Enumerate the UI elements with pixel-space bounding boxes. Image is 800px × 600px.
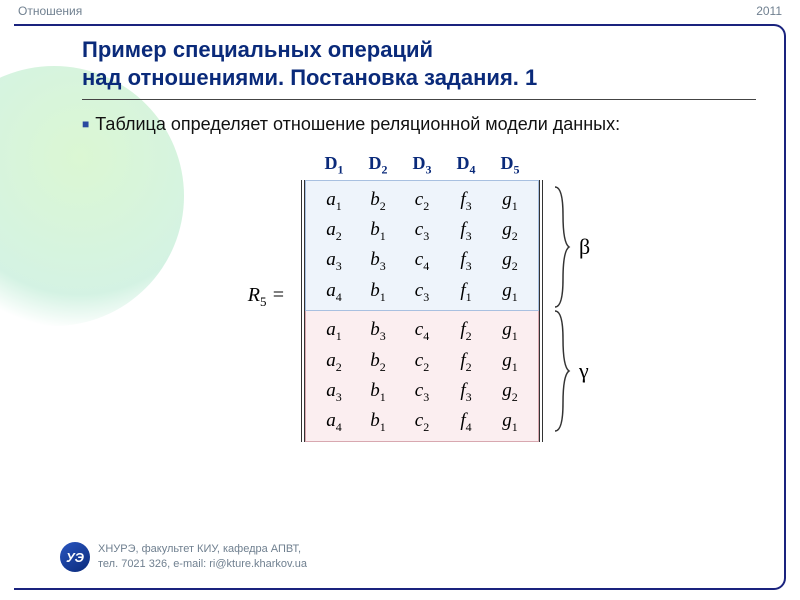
domain-header: D4 — [444, 153, 488, 178]
matrix-cell: g1 — [488, 346, 532, 376]
matrix-cell: f4 — [444, 406, 488, 436]
relation-matrix: R5 = D1D2D3D4D5 a1b2c2f3g1a2b1c3f3g2a3b3… — [82, 153, 756, 442]
footer-line-2: тел. 7021 326, e-mail: ri@kture.kharkov.… — [98, 558, 307, 570]
matrix-row: a1b3c4f2g1 — [312, 315, 532, 345]
matrix-cell: a1 — [312, 315, 356, 345]
matrix-cell: a4 — [312, 276, 356, 306]
beta-section: a1b2c2f3g1a2b1c3f3g2a3b3c4f3g2a4b1c3f1g1 — [305, 180, 539, 312]
matrix-cell: f2 — [444, 346, 488, 376]
matrix-cell: g1 — [488, 276, 532, 306]
matrix-row: a2b2c2f2g1 — [312, 346, 532, 376]
matrix-cell: g2 — [488, 215, 532, 245]
matrix-cell: b3 — [356, 315, 400, 345]
gamma-brace: γ — [553, 309, 590, 433]
bullet-text: ■ Таблица определяет отношение реляционно… — [82, 114, 756, 135]
gamma-section: a1b3c4f2g1a2b2c2f2g1a3b1c3f3g2a4b1c2f4g1 — [305, 311, 539, 442]
matrix-row: a2b1c3f3g2 — [312, 215, 532, 245]
org-logo: УЭ — [60, 542, 90, 572]
title-divider — [82, 99, 756, 100]
relation-label-base: R — [248, 284, 260, 306]
matrix-cell: a1 — [312, 185, 356, 215]
header-left: Отношения — [18, 4, 82, 18]
brace-icon — [553, 185, 571, 309]
gamma-label: γ — [579, 358, 589, 384]
bullet-icon: ■ — [82, 117, 89, 131]
matrix-cell: c3 — [400, 376, 444, 406]
matrix-cell: g1 — [488, 315, 532, 345]
bullet-content: Таблица определяет отношение реляционной… — [95, 114, 620, 134]
title-line-1: Пример специальных операций — [82, 37, 433, 62]
matrix-cell: c2 — [400, 346, 444, 376]
relation-label: R5 = — [248, 284, 285, 310]
matrix-cell: a2 — [312, 215, 356, 245]
matrix-cell: f2 — [444, 315, 488, 345]
matrix-cell: b1 — [356, 215, 400, 245]
matrix-cell: c2 — [400, 185, 444, 215]
slide-title: Пример специальных операций над отношени… — [82, 36, 756, 91]
matrix-cell: g1 — [488, 185, 532, 215]
matrix-row: a4b1c2f4g1 — [312, 406, 532, 436]
domain-header: D2 — [356, 153, 400, 178]
matrix-cell: g2 — [488, 245, 532, 275]
domain-headers: D1D2D3D4D5 — [312, 153, 532, 178]
matrix-cell: f3 — [444, 185, 488, 215]
matrix-cell: a3 — [312, 245, 356, 275]
header-right: 2011 — [756, 4, 782, 18]
matrix-cell: b1 — [356, 276, 400, 306]
matrix-cell: f1 — [444, 276, 488, 306]
matrix-cell: b1 — [356, 376, 400, 406]
slide-frame: Пример специальных операций над отношени… — [14, 24, 786, 590]
matrix-cell: a2 — [312, 346, 356, 376]
matrix-cell: b2 — [356, 185, 400, 215]
matrix-cell: c3 — [400, 276, 444, 306]
footer-line-1: ХНУРЭ, факультет КИУ, кафедра АПВТ, — [98, 543, 301, 555]
matrix-cell: g1 — [488, 406, 532, 436]
section-braces: β γ — [553, 185, 590, 433]
matrix-row: a4b1c3f1g1 — [312, 276, 532, 306]
matrix-row: a1b2c2f3g1 — [312, 185, 532, 215]
relation-equals: = — [267, 284, 286, 306]
matrix-cell: c4 — [400, 315, 444, 345]
matrix-cell: a3 — [312, 376, 356, 406]
matrix-cell: c2 — [400, 406, 444, 436]
matrix-cell: g2 — [488, 376, 532, 406]
domain-header: D3 — [400, 153, 444, 178]
slide-footer: УЭ ХНУРЭ, факультет КИУ, кафедра АПВТ, т… — [60, 542, 307, 572]
beta-brace: β — [553, 185, 590, 309]
domain-header: D5 — [488, 153, 532, 178]
matrix-cell: c3 — [400, 215, 444, 245]
domain-header: D1 — [312, 153, 356, 178]
matrix-cell: f3 — [444, 215, 488, 245]
matrix-cell: f3 — [444, 245, 488, 275]
matrix-row: a3b1c3f3g2 — [312, 376, 532, 406]
beta-label: β — [579, 234, 590, 260]
matrix-cell: a4 — [312, 406, 356, 436]
matrix-body: a1b2c2f3g1a2b1c3f3g2a3b3c4f3g2a4b1c3f1g1… — [301, 180, 543, 442]
matrix-cell: b3 — [356, 245, 400, 275]
matrix-cell: b1 — [356, 406, 400, 436]
matrix-cell: c4 — [400, 245, 444, 275]
title-line-2: над отношениями. Постановка задания. 1 — [82, 65, 537, 90]
matrix-row: a3b3c4f3g2 — [312, 245, 532, 275]
brace-icon — [553, 309, 571, 433]
matrix-cell: f3 — [444, 376, 488, 406]
matrix-cell: b2 — [356, 346, 400, 376]
footer-text: ХНУРЭ, факультет КИУ, кафедра АПВТ, тел.… — [98, 542, 307, 572]
